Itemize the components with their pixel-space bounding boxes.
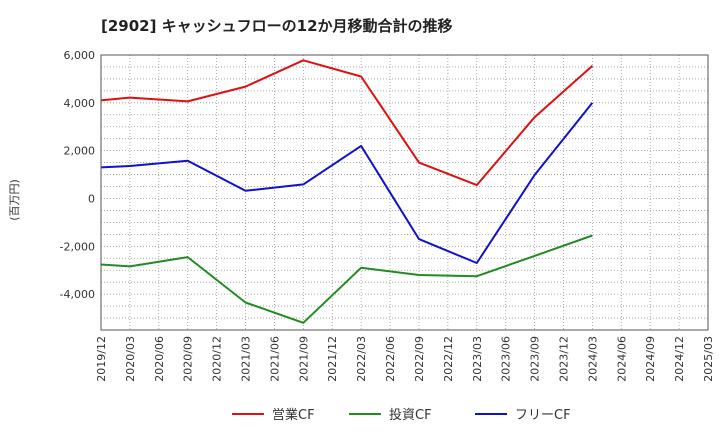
x-tick-label: 2021/06	[268, 336, 281, 382]
x-tick-label: 2022/09	[413, 336, 426, 382]
x-tick-label: 2020/06	[153, 336, 166, 382]
x-tick-label: 2020/09	[182, 336, 195, 382]
series-line-0	[100, 59, 594, 187]
plot-frame	[100, 54, 709, 331]
x-tick-label: 2020/12	[211, 336, 224, 382]
legend-label-0: 営業CF	[272, 407, 315, 423]
x-tick-label: 2022/03	[355, 336, 368, 382]
x-tick-label: 2023/09	[529, 336, 542, 382]
legend: 営業CF 投資CF フリーCF	[232, 407, 571, 423]
y-tick-label: -2,000	[60, 240, 95, 253]
y-tick-label: 0	[88, 192, 95, 205]
x-tick-label: 2019/12	[95, 336, 108, 382]
x-tick-labels: 2019/12 2020/03 2020/06 2020/09 2020/12 2021/…	[95, 336, 715, 382]
legend-label-2: フリーCF	[515, 408, 571, 423]
y-tick-labels: -4,000 -2,000 0 2,000 4,000 6,000	[60, 49, 95, 301]
series-line-2	[100, 102, 594, 264]
x-tick-label: 2021/09	[297, 336, 310, 382]
chart-title: [2902] キャッシュフローの12か月移動合計の推移	[101, 17, 453, 35]
y-tick-label: 4,000	[64, 97, 96, 110]
x-tick-label: 2023/12	[557, 336, 570, 382]
x-tick-label: 2024/03	[586, 336, 599, 382]
x-tick-label: 2025/03	[702, 336, 715, 382]
series-line-1	[100, 234, 593, 324]
x-tick-label: 2022/12	[442, 336, 455, 382]
x-tick-label: 2024/12	[673, 336, 686, 382]
series-lines	[100, 59, 594, 324]
y-tick-label: 2,000	[64, 145, 96, 158]
x-tick-label: 2023/03	[471, 336, 484, 382]
x-tick-label: 2021/12	[326, 336, 339, 382]
y-tick-label: 6,000	[64, 49, 96, 62]
grid	[100, 54, 709, 331]
y-tick-label: -4,000	[60, 288, 95, 301]
x-tick-label: 2024/09	[644, 336, 657, 382]
x-tick-label: 2023/06	[500, 336, 513, 382]
x-tick-label: 2024/06	[615, 336, 628, 382]
y-axis-label: (百万円)	[8, 179, 21, 221]
legend-label-1: 投資CF	[389, 407, 432, 423]
x-tick-label: 2021/03	[240, 336, 253, 382]
x-tick-label: 2020/03	[124, 336, 137, 382]
x-tick-label: 2022/06	[384, 336, 397, 382]
